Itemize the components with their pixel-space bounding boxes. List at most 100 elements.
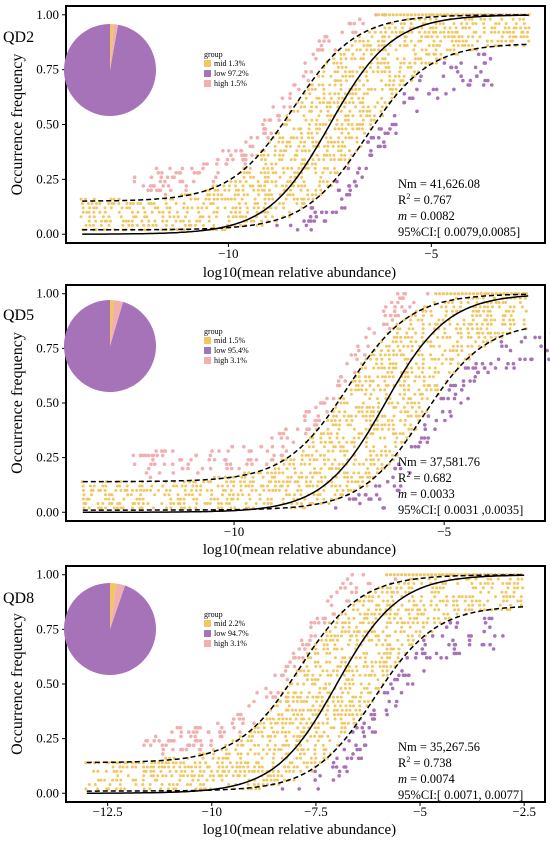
point-mid bbox=[281, 184, 284, 188]
point-mid bbox=[420, 13, 424, 17]
point-mid bbox=[346, 480, 350, 484]
point-low bbox=[390, 122, 395, 127]
point-mid bbox=[429, 340, 433, 344]
point-low bbox=[377, 484, 382, 488]
point-mid bbox=[108, 783, 112, 786]
point-high bbox=[383, 313, 388, 318]
point-mid bbox=[242, 175, 246, 179]
point-mid bbox=[361, 105, 365, 109]
point-mid bbox=[400, 603, 404, 607]
point-mid bbox=[326, 691, 330, 695]
point-mid bbox=[388, 397, 392, 401]
point-mid bbox=[457, 595, 461, 599]
point-low bbox=[398, 484, 403, 488]
point-low bbox=[523, 335, 527, 340]
point-mid bbox=[392, 616, 396, 620]
point-high bbox=[280, 96, 285, 100]
point-mid bbox=[322, 752, 326, 756]
point-mid bbox=[310, 682, 314, 686]
point-mid bbox=[337, 462, 341, 466]
point-mid bbox=[88, 206, 92, 210]
point-mid bbox=[369, 87, 373, 91]
point-mid bbox=[248, 166, 252, 170]
point-mid bbox=[135, 497, 139, 501]
point-low bbox=[466, 396, 470, 401]
point-mid bbox=[299, 188, 303, 192]
point-mid bbox=[127, 219, 131, 223]
point-high bbox=[216, 157, 220, 162]
point-mid bbox=[444, 314, 448, 318]
point-mid bbox=[360, 405, 364, 409]
point-mid bbox=[409, 39, 413, 43]
point-mid bbox=[379, 61, 383, 65]
point-mid bbox=[400, 643, 404, 647]
point-mid bbox=[347, 414, 351, 418]
point-high bbox=[191, 179, 196, 184]
point-mid bbox=[425, 621, 429, 625]
point-high bbox=[333, 48, 338, 52]
point-mid bbox=[216, 193, 220, 197]
point-mid bbox=[205, 206, 209, 210]
point-mid bbox=[366, 700, 370, 703]
point-mid bbox=[300, 206, 304, 210]
point-mid bbox=[220, 774, 224, 778]
point-mid bbox=[490, 586, 494, 590]
point-mid bbox=[193, 761, 197, 765]
point-mid bbox=[384, 449, 387, 453]
point-low bbox=[501, 634, 505, 638]
x-axis-title: log10(mean relative abundance) bbox=[203, 265, 396, 280]
point-mid bbox=[194, 787, 198, 791]
point-low bbox=[368, 153, 372, 157]
point-mid bbox=[352, 427, 356, 431]
point-mid bbox=[308, 502, 312, 505]
point-mid bbox=[383, 379, 387, 383]
point-mid bbox=[422, 375, 426, 379]
point-mid bbox=[503, 314, 507, 318]
point-mid bbox=[341, 691, 345, 695]
point-mid bbox=[488, 309, 492, 313]
point-mid bbox=[343, 453, 347, 457]
point-mid bbox=[237, 202, 241, 205]
point-mid bbox=[400, 573, 404, 577]
point-low bbox=[426, 414, 431, 418]
point-low bbox=[405, 656, 410, 660]
point-mid bbox=[261, 484, 265, 488]
point-high bbox=[361, 21, 365, 26]
point-mid bbox=[292, 136, 295, 140]
point-mid bbox=[406, 344, 410, 348]
point-mid bbox=[244, 215, 248, 219]
point-mid bbox=[486, 582, 490, 585]
point-high bbox=[174, 171, 178, 175]
point-mid bbox=[432, 616, 436, 620]
point-mid bbox=[263, 175, 267, 179]
point-mid bbox=[363, 131, 366, 135]
point-high bbox=[349, 581, 353, 586]
point-mid bbox=[142, 488, 146, 492]
point-mid bbox=[368, 65, 372, 69]
point-mid bbox=[391, 83, 395, 87]
point-mid bbox=[386, 384, 390, 387]
point-mid bbox=[125, 488, 129, 492]
point-mid bbox=[244, 202, 248, 205]
point-mid bbox=[410, 344, 414, 348]
point-mid bbox=[328, 101, 332, 105]
point-mid bbox=[266, 743, 270, 747]
point-low bbox=[427, 92, 431, 96]
point-low bbox=[364, 166, 369, 171]
point-mid bbox=[424, 309, 428, 313]
point-mid bbox=[174, 787, 178, 791]
pie-chart bbox=[63, 299, 156, 392]
point-mid bbox=[354, 458, 357, 462]
point-mid bbox=[348, 109, 352, 113]
point-low bbox=[337, 769, 342, 774]
point-low bbox=[331, 765, 335, 769]
point-mid bbox=[487, 590, 491, 594]
point-mid bbox=[248, 171, 252, 175]
point-mid bbox=[109, 206, 113, 210]
point-high bbox=[372, 331, 377, 335]
point-mid bbox=[231, 739, 235, 743]
point-high bbox=[149, 175, 154, 179]
point-mid bbox=[258, 493, 262, 497]
point-mid bbox=[519, 603, 523, 607]
point-mid bbox=[410, 30, 414, 34]
